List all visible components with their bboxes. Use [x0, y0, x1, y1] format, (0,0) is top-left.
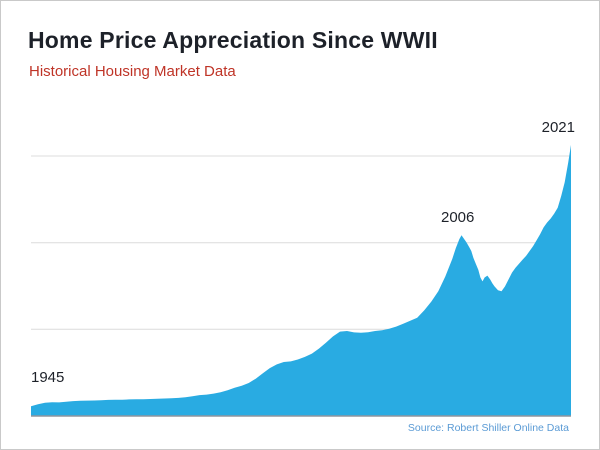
- annotation-1945: 1945: [31, 369, 65, 386]
- area-chart-svg: [31, 144, 571, 417]
- area-chart: [31, 141, 571, 421]
- annotation-2006: 2006: [441, 209, 475, 226]
- page-title: Home Price Appreciation Since WWII: [28, 27, 438, 53]
- annotation-2021: 2021: [541, 119, 575, 136]
- page-subtitle: Historical Housing Market Data: [29, 63, 236, 80]
- source-credit: Source: Robert Shiller Online Data: [407, 422, 569, 434]
